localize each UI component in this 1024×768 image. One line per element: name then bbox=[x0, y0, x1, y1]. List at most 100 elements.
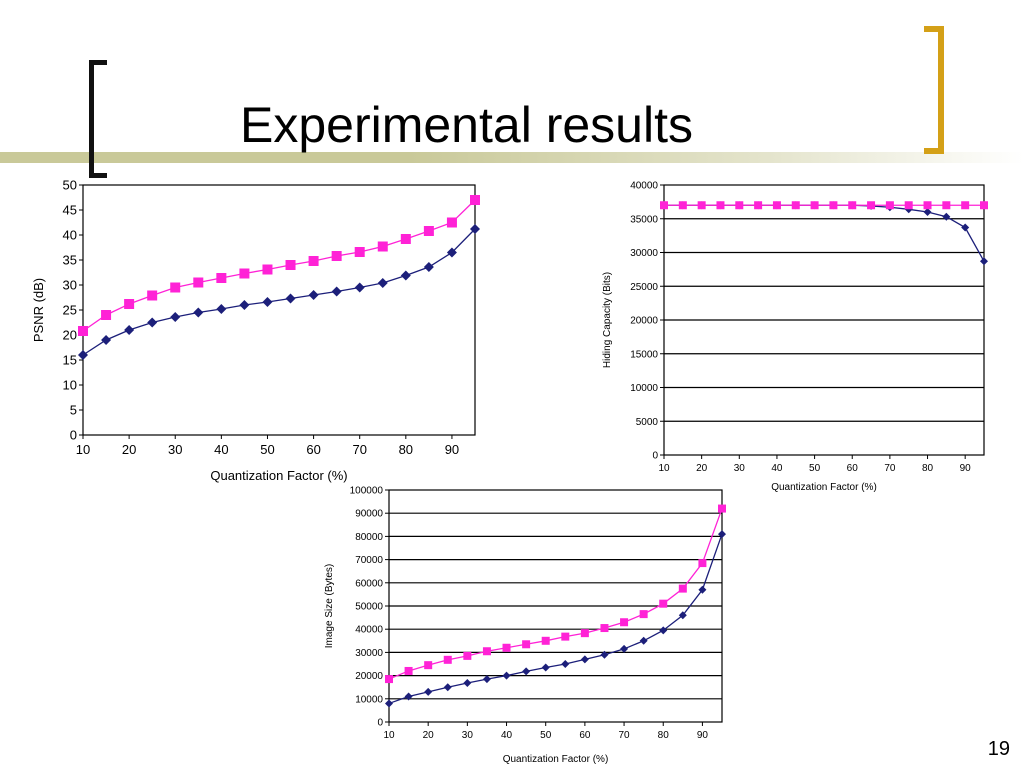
data-point-diamond bbox=[848, 201, 857, 210]
data-point-diamond bbox=[308, 290, 319, 300]
data-point-square bbox=[697, 201, 706, 210]
data-point-square bbox=[400, 234, 411, 244]
data-point-diamond bbox=[772, 201, 781, 210]
y-axis-label: PSNR (dB) bbox=[31, 278, 46, 342]
data-point-diamond bbox=[829, 201, 838, 210]
data-point-square bbox=[502, 643, 511, 652]
data-point-diamond bbox=[659, 626, 668, 635]
y-tick-label: 80000 bbox=[355, 532, 383, 543]
title-accent-bar bbox=[0, 152, 1024, 163]
data-point-square bbox=[923, 201, 932, 210]
data-point-square bbox=[443, 655, 452, 664]
y-tick-label: 40 bbox=[63, 228, 77, 243]
data-point-square bbox=[754, 201, 763, 210]
data-point-square bbox=[101, 310, 112, 320]
x-axis-label: Quantization Factor (%) bbox=[210, 468, 347, 483]
x-tick-label: 50 bbox=[260, 442, 274, 457]
data-point-square bbox=[829, 201, 838, 210]
data-point-square bbox=[735, 201, 744, 210]
series-1-line bbox=[388, 533, 723, 705]
y-tick-label: 30000 bbox=[630, 248, 658, 259]
x-tick-label: 10 bbox=[658, 463, 670, 474]
x-tick-label: 30 bbox=[734, 463, 746, 474]
x-tick-label: 90 bbox=[445, 442, 459, 457]
y-tick-label: 40000 bbox=[355, 625, 383, 636]
data-point-diamond bbox=[697, 201, 706, 210]
data-point-square bbox=[423, 226, 434, 236]
data-point-diamond bbox=[754, 201, 763, 210]
y-tick-label: 30000 bbox=[355, 648, 383, 659]
x-tick-label: 30 bbox=[462, 730, 474, 741]
data-point-diamond bbox=[735, 201, 744, 210]
data-point-diamond bbox=[541, 663, 550, 672]
x-tick-label: 40 bbox=[214, 442, 228, 457]
y-tick-label: 20000 bbox=[630, 316, 658, 327]
y-tick-label: 15000 bbox=[630, 349, 658, 360]
x-tick-label: 10 bbox=[76, 442, 90, 457]
y-tick-label: 25 bbox=[63, 303, 77, 318]
y-tick-label: 50 bbox=[63, 178, 77, 193]
data-point-square bbox=[620, 618, 629, 627]
plot-area bbox=[388, 489, 723, 723]
data-point-square bbox=[170, 282, 181, 293]
data-point-diamond bbox=[400, 270, 411, 281]
data-point-diamond bbox=[580, 655, 589, 664]
data-point-diamond bbox=[285, 293, 296, 304]
data-point-square bbox=[942, 201, 951, 210]
x-tick-label: 60 bbox=[579, 730, 591, 741]
y-tick-label: 100000 bbox=[350, 486, 384, 497]
data-point-diamond bbox=[331, 286, 342, 297]
x-tick-label: 20 bbox=[423, 730, 435, 741]
y-tick-label: 0 bbox=[377, 718, 383, 729]
data-point-square bbox=[716, 201, 725, 210]
data-point-square bbox=[424, 661, 433, 670]
right-bracket-decoration bbox=[924, 26, 944, 154]
data-point-square bbox=[580, 629, 589, 638]
y-tick-label: 25000 bbox=[630, 282, 658, 293]
data-point-square bbox=[385, 675, 393, 684]
y-tick-label: 10000 bbox=[630, 383, 658, 394]
data-point-square bbox=[639, 610, 648, 619]
data-point-diamond bbox=[502, 671, 511, 680]
data-point-diamond bbox=[101, 335, 112, 345]
data-point-square bbox=[262, 264, 273, 275]
data-point-square bbox=[885, 201, 894, 210]
data-point-diamond bbox=[124, 325, 135, 335]
data-point-square bbox=[541, 636, 550, 645]
data-point-diamond bbox=[716, 201, 725, 210]
x-tick-label: 70 bbox=[618, 730, 630, 741]
data-point-diamond bbox=[482, 675, 491, 684]
data-point-square bbox=[961, 201, 970, 210]
y-tick-label: 30 bbox=[63, 278, 77, 293]
x-tick-label: 20 bbox=[696, 463, 708, 474]
x-tick-label: 40 bbox=[501, 730, 513, 741]
data-point-square bbox=[446, 217, 457, 228]
y-axis-label: Image Size (Bytes) bbox=[324, 564, 335, 648]
data-point-square bbox=[678, 201, 687, 210]
x-tick-label: 30 bbox=[168, 442, 182, 457]
data-point-diamond bbox=[470, 224, 480, 234]
data-point-diamond bbox=[216, 304, 227, 314]
data-point-square bbox=[980, 201, 988, 210]
data-point-diamond bbox=[885, 203, 894, 212]
x-tick-label: 50 bbox=[809, 463, 821, 474]
data-point-square bbox=[718, 504, 726, 513]
data-point-square bbox=[377, 241, 388, 252]
x-tick-label: 10 bbox=[383, 730, 395, 741]
y-tick-label: 0 bbox=[70, 428, 77, 443]
x-tick-label: 60 bbox=[306, 442, 320, 457]
data-point-diamond bbox=[810, 201, 819, 210]
data-point-square bbox=[354, 247, 365, 257]
data-point-square bbox=[600, 624, 609, 633]
x-axis-label: Quantization Factor (%) bbox=[771, 482, 877, 493]
data-point-diamond bbox=[561, 660, 570, 668]
data-point-square bbox=[678, 584, 687, 593]
data-point-diamond bbox=[385, 699, 393, 708]
y-tick-label: 35 bbox=[63, 253, 77, 268]
x-tick-label: 80 bbox=[922, 463, 934, 474]
data-point-square bbox=[867, 201, 876, 210]
data-point-diamond bbox=[262, 297, 273, 307]
data-point-diamond bbox=[718, 530, 726, 539]
page-number: 19 bbox=[987, 738, 1010, 760]
